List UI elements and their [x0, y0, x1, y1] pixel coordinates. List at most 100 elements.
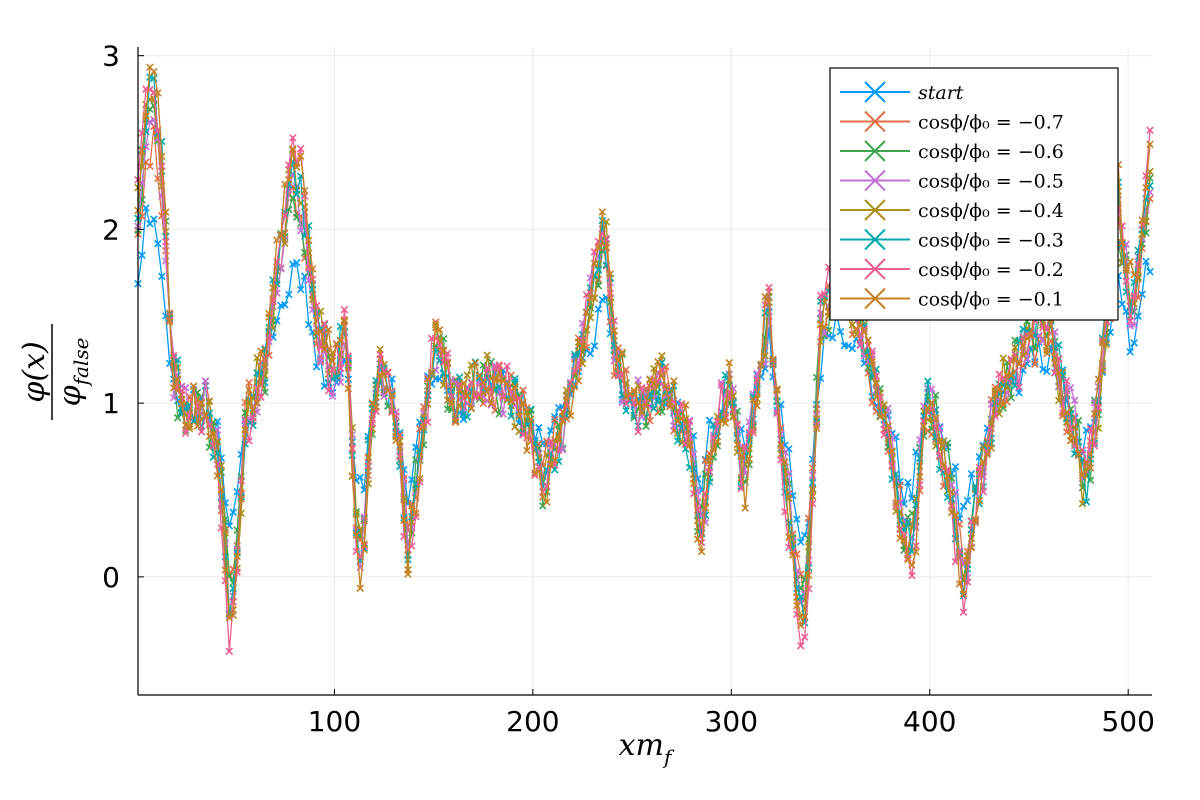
data-point: [880, 411, 888, 419]
data-point: [971, 515, 980, 524]
data-point: [848, 321, 857, 329]
data-point: [1062, 377, 1071, 385]
data-point: [642, 396, 650, 405]
data-point: [205, 409, 214, 417]
data-point: [1090, 409, 1099, 418]
data-point: [455, 386, 464, 394]
data-point: [570, 366, 579, 375]
data-point: [618, 348, 626, 357]
data-point: [594, 243, 603, 252]
data-point: [820, 330, 829, 338]
data-point: [975, 463, 984, 472]
data-point: [1043, 349, 1051, 358]
data-point: [479, 378, 488, 387]
data-point: [348, 444, 357, 453]
data-point: [150, 67, 158, 76]
data-point: [868, 357, 876, 366]
data-point: [205, 432, 214, 441]
data-point: [721, 371, 730, 379]
legend-item-2: cosϕ/ϕ₀ = −0.6: [840, 140, 1064, 163]
data-point: [435, 375, 444, 383]
data-point: [912, 548, 920, 556]
data-point: [447, 398, 456, 406]
data-point: [265, 309, 273, 318]
data-point: [773, 397, 781, 406]
data-point: [1126, 348, 1134, 356]
legend-swatch-marker: [864, 199, 886, 221]
data-point: [253, 353, 261, 362]
data-point: [245, 378, 253, 387]
data-point: [360, 540, 368, 549]
data-point: [435, 356, 444, 365]
data-point: [289, 145, 297, 153]
data-point: [697, 547, 706, 556]
data-point: [292, 163, 301, 171]
data-point: [999, 404, 1007, 412]
data-point: [328, 357, 337, 365]
data-point: [1066, 383, 1075, 392]
data-point: [245, 437, 253, 445]
data-point: [761, 292, 769, 301]
data-point: [384, 369, 392, 377]
legend-label: start: [918, 82, 964, 104]
data-point: [535, 467, 543, 475]
data-point: [451, 418, 460, 427]
data-point: [515, 412, 523, 421]
data-point: [304, 320, 313, 329]
data-point: [253, 399, 261, 407]
data-point: [959, 590, 968, 598]
axes: [137, 47, 1152, 696]
data-point: [681, 401, 690, 409]
data-point: [800, 612, 809, 621]
data-point: [578, 336, 587, 344]
data-point: [864, 341, 872, 350]
data-point: [197, 399, 206, 407]
data-point: [292, 190, 301, 198]
data-point: [364, 453, 372, 461]
data-point: [471, 359, 480, 367]
data-point: [292, 258, 301, 267]
data-point: [221, 566, 230, 574]
data-point: [285, 175, 293, 184]
data-point: [546, 426, 555, 435]
data-point: [1122, 288, 1130, 296]
data-point: [773, 386, 781, 395]
data-point: [693, 535, 702, 543]
data-point: [285, 290, 293, 299]
data-point: [412, 509, 420, 518]
data-point: [924, 377, 932, 385]
data-point: [503, 362, 511, 370]
data-point: [463, 413, 472, 421]
data-point: [340, 317, 349, 326]
data-point: [908, 571, 916, 580]
data-point: [785, 533, 793, 541]
data-point: [554, 435, 563, 444]
data-point: [431, 323, 440, 332]
data-point: [1070, 433, 1079, 442]
data-point: [836, 327, 845, 336]
data-point: [638, 383, 646, 392]
data-point: [749, 395, 757, 404]
data-point: [860, 327, 869, 336]
data-point: [277, 231, 285, 240]
data-point: [527, 406, 535, 415]
data-point: [289, 134, 297, 142]
data-point: [281, 301, 289, 309]
data-point: [745, 455, 753, 463]
y-axis-title: φ(x) φfalse: [17, 324, 93, 420]
data-point: [689, 479, 698, 488]
data-point: [1086, 464, 1095, 472]
data-point: [173, 414, 182, 422]
data-point: [1118, 300, 1126, 308]
series-7: [134, 63, 1154, 630]
data-point: [733, 434, 742, 442]
data-point: [352, 547, 361, 556]
data-point: [622, 399, 630, 408]
data-point: [856, 341, 865, 350]
data-point: [146, 162, 154, 170]
data-point: [154, 239, 162, 248]
data-point: [713, 438, 722, 446]
data-point: [963, 556, 972, 565]
data-point: [812, 424, 821, 433]
data-point: [1094, 375, 1103, 383]
